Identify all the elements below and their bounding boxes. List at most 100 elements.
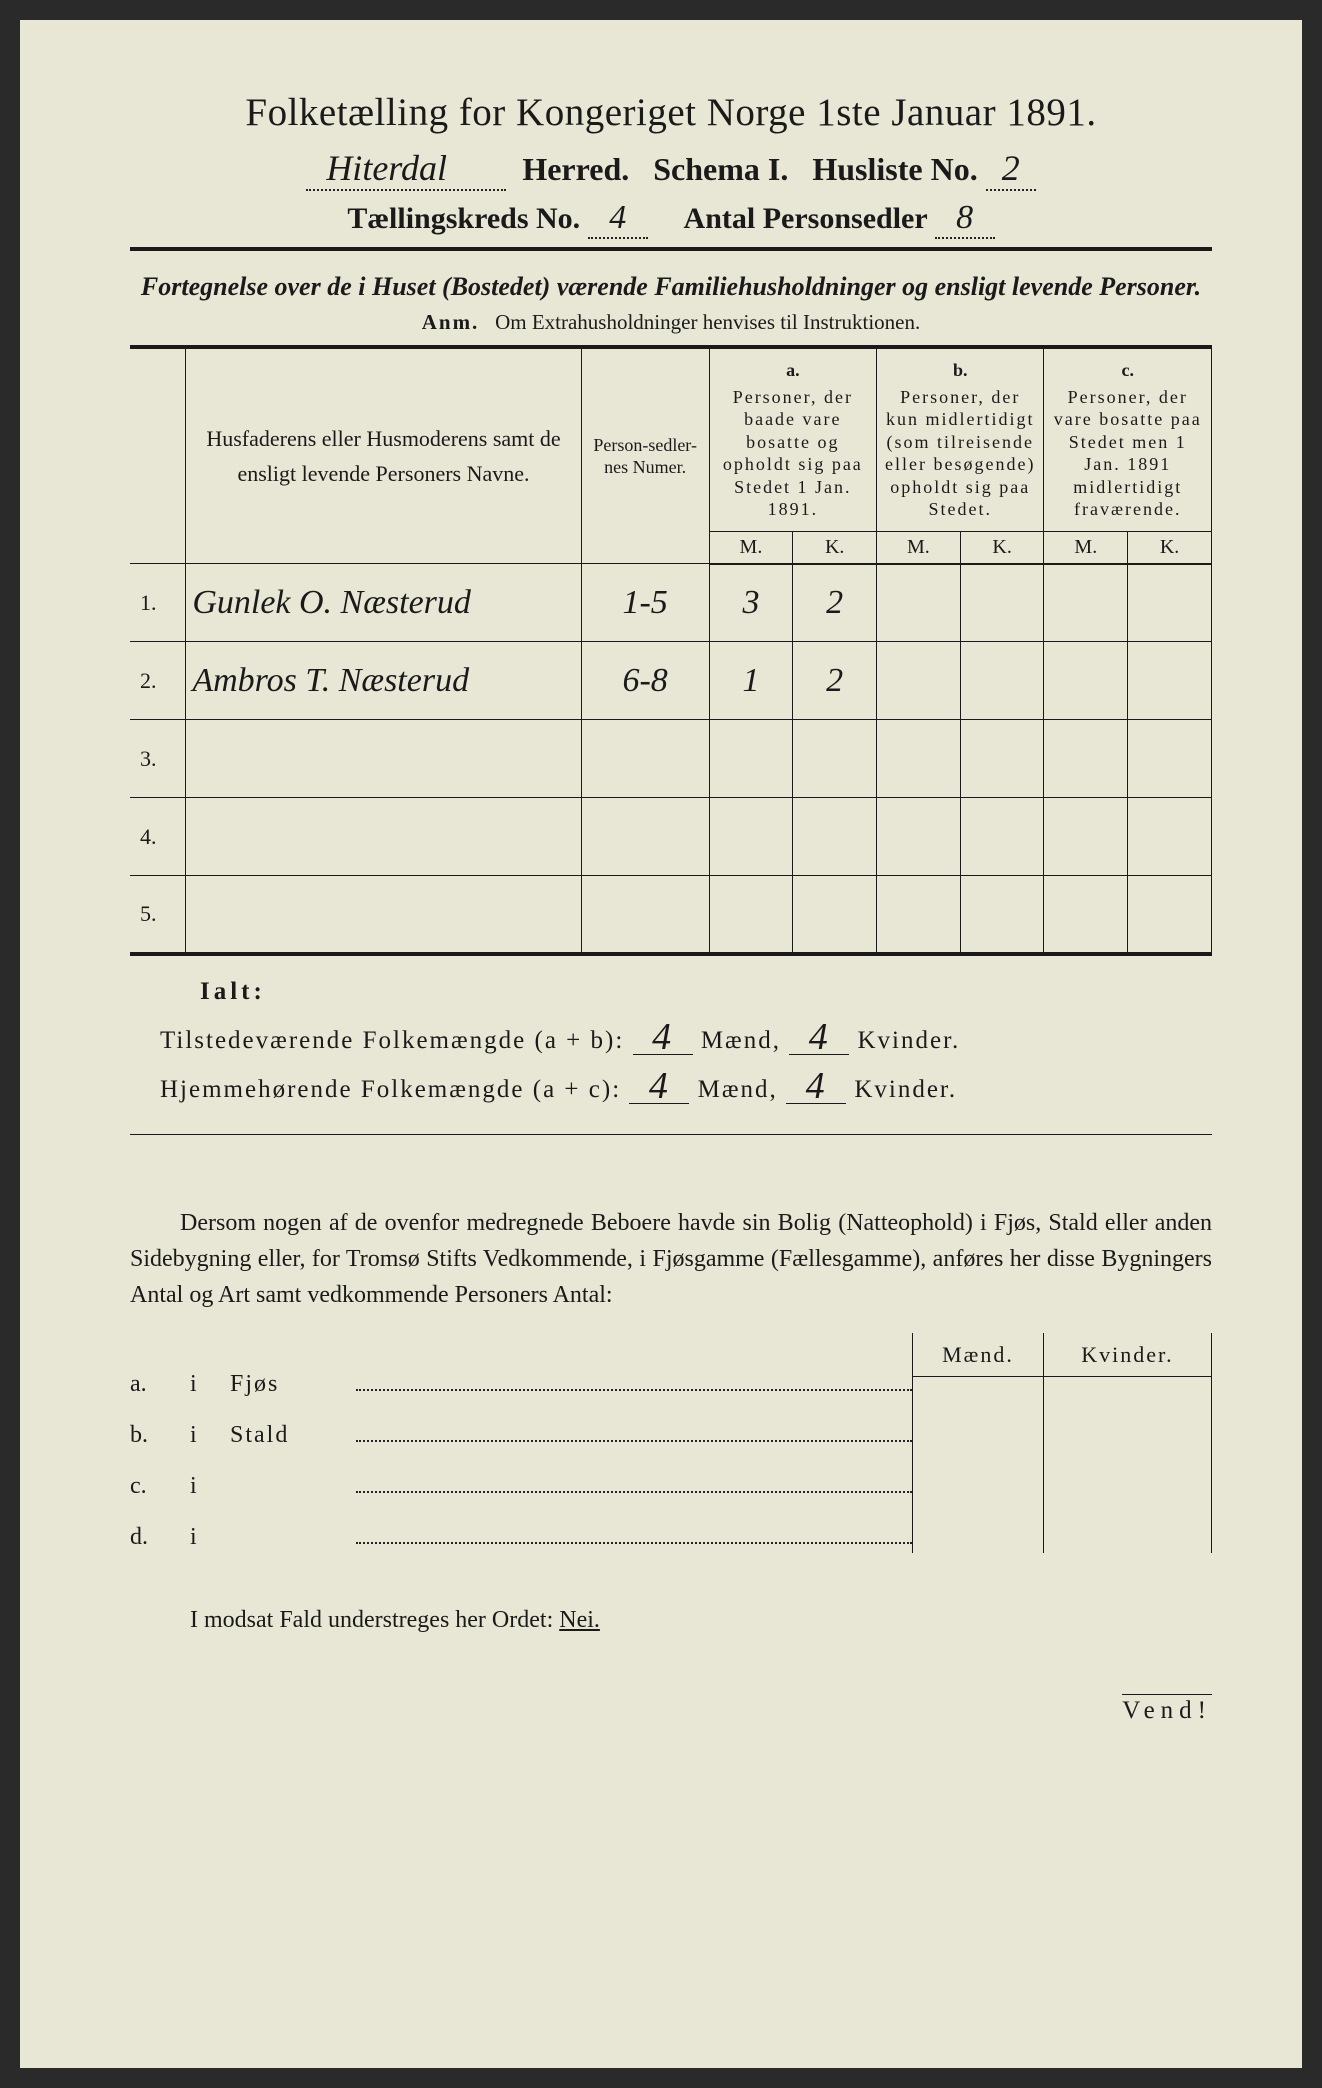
herred-line: Hiterdal Herred. Schema I. Husliste No. … xyxy=(130,147,1212,191)
modsat-line: I modsat Fald understreges her Ordet: Ne… xyxy=(130,1607,1212,1634)
table-row: 3. xyxy=(130,720,1212,798)
cell-ak: 2 xyxy=(793,642,877,720)
cell-am xyxy=(709,720,793,798)
sedler-range xyxy=(581,876,709,954)
cell-cm xyxy=(1044,876,1128,954)
cell-bk xyxy=(960,876,1044,954)
cell-am xyxy=(709,876,793,954)
col-c-m: M. xyxy=(1044,531,1128,564)
cell-ak xyxy=(793,720,877,798)
row-number: 4. xyxy=(130,798,186,876)
kreds-label: Tællingskreds No. xyxy=(347,202,580,235)
herred-label: Herred. xyxy=(522,151,629,187)
bolig-type: Fjøs xyxy=(230,1371,350,1398)
bolig-mk-table: Mænd. Kvinder. xyxy=(912,1333,1212,1571)
cell-bm xyxy=(877,642,961,720)
bolig-row: c.i xyxy=(130,1469,912,1500)
person-name xyxy=(186,798,581,876)
cell-bm xyxy=(877,876,961,954)
mk-k-header: Kvinder. xyxy=(1043,1333,1211,1377)
cell-cm xyxy=(1044,642,1128,720)
sedler-range xyxy=(581,720,709,798)
hjemme-line: Hjemmehørende Folkemængde (a + c): 4 Mæn… xyxy=(160,1069,1212,1104)
husliste-label: Husliste No. xyxy=(812,151,977,187)
row-number: 2. xyxy=(130,642,186,720)
cell-ck xyxy=(1128,876,1212,954)
personsedler-label: Antal Personsedler xyxy=(684,202,928,235)
person-name xyxy=(186,876,581,954)
col-a-k: K. xyxy=(793,531,877,564)
person-name: Gunlek O. Næsterud xyxy=(186,564,581,642)
bolig-i: i xyxy=(190,1524,230,1551)
dotted-line xyxy=(356,1367,912,1391)
table-row: 2.Ambros T. Næsterud6-812 xyxy=(130,642,1212,720)
census-form-page: Folketælling for Kongeriget Norge 1ste J… xyxy=(20,20,1302,2068)
cell-ck xyxy=(1128,798,1212,876)
cell-cm xyxy=(1044,720,1128,798)
bolig-letter: b. xyxy=(130,1422,190,1449)
cell-bk xyxy=(960,564,1044,642)
col-b-header: b. Personer, der kun midlertidigt (som t… xyxy=(877,347,1044,531)
household-table: Husfaderens eller Husmoderens samt de en… xyxy=(130,345,1212,956)
col-c-k: K. xyxy=(1128,531,1212,564)
cell-ck xyxy=(1128,564,1212,642)
cell-bm xyxy=(877,564,961,642)
anm-label: Anm. xyxy=(422,310,480,334)
cell-bk xyxy=(960,720,1044,798)
col-b-m: M. xyxy=(877,531,961,564)
col-names-header: Husfaderens eller Husmoderens samt de en… xyxy=(186,347,581,564)
bolig-type: Stald xyxy=(230,1422,350,1449)
bolig-i: i xyxy=(190,1371,230,1398)
mk-cell xyxy=(1043,1509,1211,1553)
bolig-i: i xyxy=(190,1473,230,1500)
row-number: 5. xyxy=(130,876,186,954)
divider xyxy=(130,247,1212,251)
col-blank xyxy=(130,347,186,564)
sedler-range: 6-8 xyxy=(581,642,709,720)
cell-bm xyxy=(877,798,961,876)
cell-ak xyxy=(793,876,877,954)
bolig-section: a.iFjøsb.iStaldc.id.i Mænd. Kvinder. xyxy=(130,1333,1212,1571)
cell-ck xyxy=(1128,720,1212,798)
kreds-line: Tællingskreds No. 4 Antal Personsedler 8 xyxy=(130,199,1212,239)
bolig-letter: c. xyxy=(130,1473,190,1500)
mk-cell xyxy=(1043,1377,1211,1421)
bolig-i: i xyxy=(190,1422,230,1449)
schema-label: Schema I. xyxy=(653,151,788,187)
table-row: 5. xyxy=(130,876,1212,954)
anm-line: Anm. Om Extrahusholdninger henvises til … xyxy=(130,310,1212,335)
cell-am xyxy=(709,798,793,876)
page-title: Folketælling for Kongeriget Norge 1ste J… xyxy=(130,90,1212,135)
col-b-k: K. xyxy=(960,531,1044,564)
table-row: 4. xyxy=(130,798,1212,876)
husliste-value: 2 xyxy=(986,147,1036,191)
tilstede-m: 4 xyxy=(633,1020,693,1055)
tilstede-line: Tilstedeværende Folkemængde (a + b): 4 M… xyxy=(160,1020,1212,1055)
person-name: Ambros T. Næsterud xyxy=(186,642,581,720)
dotted-line xyxy=(356,1418,912,1442)
cell-cm xyxy=(1044,798,1128,876)
mk-m-header: Mænd. xyxy=(913,1333,1044,1377)
col-a-m: M. xyxy=(709,531,793,564)
hjemme-m: 4 xyxy=(629,1069,689,1104)
cell-am: 1 xyxy=(709,642,793,720)
nei-word: Nei. xyxy=(559,1607,600,1633)
cell-ck xyxy=(1128,642,1212,720)
vend-label: Vend! xyxy=(1122,1694,1212,1725)
person-name xyxy=(186,720,581,798)
mk-cell xyxy=(1043,1421,1211,1465)
col-c-header: c. Personer, der vare bosatte paa Stedet… xyxy=(1044,347,1212,531)
mk-cell xyxy=(913,1421,1044,1465)
sedler-range xyxy=(581,798,709,876)
cell-ak xyxy=(793,798,877,876)
dotted-line xyxy=(356,1469,912,1493)
divider-2 xyxy=(130,1134,1212,1135)
cell-am: 3 xyxy=(709,564,793,642)
cell-bm xyxy=(877,720,961,798)
anm-text: Om Extrahusholdninger henvises til Instr… xyxy=(495,310,920,334)
mk-cell xyxy=(913,1377,1044,1421)
bolig-letter: d. xyxy=(130,1524,190,1551)
mk-cell xyxy=(913,1509,1044,1553)
hjemme-k: 4 xyxy=(786,1069,846,1104)
mk-cell xyxy=(1043,1465,1211,1509)
